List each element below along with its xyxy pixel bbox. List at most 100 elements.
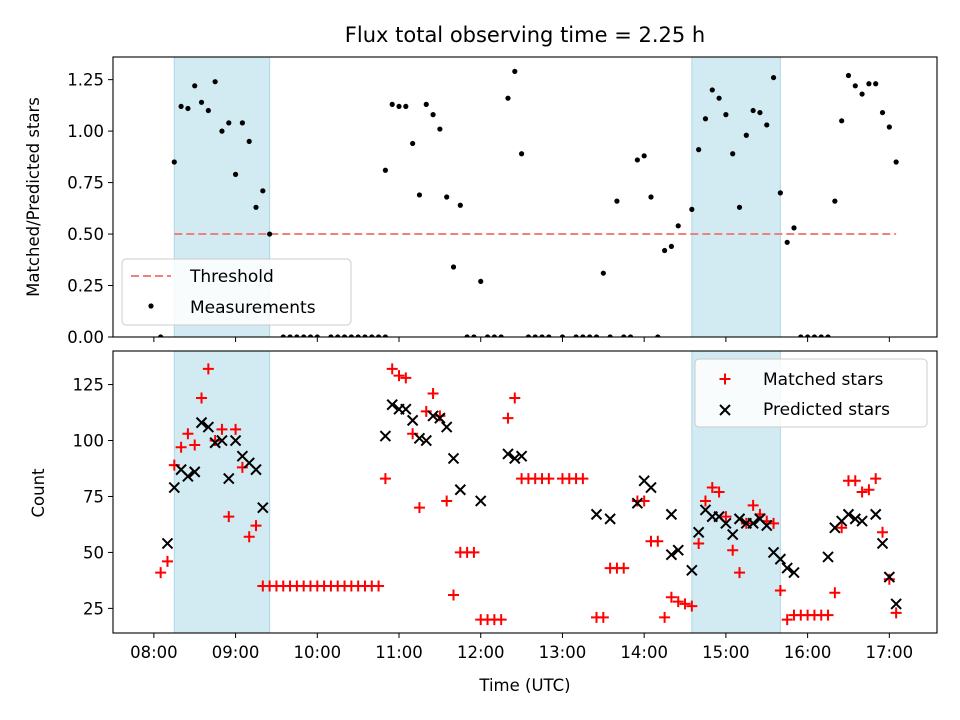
measurement-point bbox=[423, 101, 429, 107]
matched-star-point bbox=[713, 486, 725, 498]
x-tick-label: 13:00 bbox=[539, 643, 587, 662]
measurement-point bbox=[723, 112, 729, 118]
matched-star-point bbox=[727, 544, 739, 556]
predicted-star-point bbox=[447, 452, 460, 465]
observing-window-band bbox=[173, 350, 271, 634]
measurement-point bbox=[696, 147, 702, 153]
predicted-star-point bbox=[645, 481, 657, 494]
measurement-point bbox=[539, 334, 545, 337]
predicted-star-point bbox=[216, 434, 228, 447]
predicted-star-point bbox=[726, 528, 739, 541]
y-tick-label: 0.50 bbox=[67, 225, 104, 244]
measurement-point bbox=[559, 334, 566, 337]
legend-measurements-label: Measurements bbox=[190, 298, 316, 318]
measurement-point bbox=[328, 334, 334, 337]
measurement-point bbox=[307, 334, 314, 337]
matched-star-point bbox=[856, 486, 868, 498]
measurement-point bbox=[185, 105, 191, 112]
axes-frame bbox=[112, 56, 938, 338]
predicted-star-point bbox=[202, 421, 215, 433]
predicted-star-point bbox=[515, 450, 528, 462]
legend-box bbox=[121, 258, 352, 326]
predicted-star-point bbox=[720, 517, 732, 530]
measurement-point bbox=[375, 334, 382, 337]
predicted-star-point bbox=[223, 472, 235, 485]
predicted-star-point bbox=[781, 562, 793, 574]
predicted-star-point bbox=[876, 537, 889, 550]
y-tick-label: 0.00 bbox=[67, 328, 104, 347]
measurement-point bbox=[369, 334, 375, 337]
matched-star-point bbox=[209, 435, 221, 447]
matched-star-point bbox=[883, 573, 895, 585]
matched-star-point bbox=[665, 591, 677, 603]
measurement-point bbox=[770, 74, 777, 81]
predicted-star-point bbox=[161, 537, 174, 550]
matched-star-point bbox=[672, 596, 684, 608]
measurement-point bbox=[416, 192, 423, 198]
x-tick-label: 08:00 bbox=[130, 643, 178, 662]
observing-window-band bbox=[691, 56, 781, 338]
matched-star-point bbox=[230, 423, 242, 435]
measurement-point bbox=[709, 87, 715, 93]
measurement-point bbox=[464, 334, 470, 337]
x-tick-label: 09:00 bbox=[212, 643, 260, 662]
measurement-point bbox=[355, 334, 361, 337]
measurement-point bbox=[484, 334, 491, 337]
measurement-point bbox=[410, 140, 416, 147]
measurement-point bbox=[798, 334, 804, 337]
x-tick-label: 11:00 bbox=[375, 643, 423, 662]
matched-star-point bbox=[699, 495, 711, 507]
matched-star-point bbox=[502, 412, 514, 424]
measurement-point bbox=[886, 124, 892, 130]
matched-star-point bbox=[652, 535, 664, 547]
predicted-star-point bbox=[686, 564, 698, 577]
measurement-point bbox=[716, 95, 722, 101]
matched-star-point bbox=[890, 607, 902, 619]
matched-star-point bbox=[659, 611, 671, 623]
measurement-point bbox=[859, 91, 865, 97]
measurement-point bbox=[832, 198, 838, 204]
top-panel-ratio: 0.00 0.25 0.50 0.75 1.00 1.25 Threshold Measure… bbox=[67, 56, 938, 347]
measurement-point bbox=[702, 116, 709, 122]
measurement-point bbox=[314, 334, 320, 337]
measurement-point bbox=[777, 190, 783, 196]
x-tick-label: 10:00 bbox=[294, 643, 342, 662]
matched-star-point bbox=[189, 439, 201, 451]
measurement-point bbox=[267, 231, 273, 237]
matched-star-point bbox=[774, 584, 786, 596]
measurement-point bbox=[348, 334, 354, 337]
y-tick-label: 0.25 bbox=[67, 277, 104, 296]
measurement-point bbox=[736, 204, 743, 210]
predicted-star-point bbox=[822, 551, 834, 563]
measurement-point bbox=[219, 128, 225, 134]
measurement-point bbox=[730, 151, 736, 157]
matched-star-point bbox=[223, 511, 235, 523]
predicted-star-point bbox=[182, 470, 194, 483]
predicted-star-point bbox=[168, 481, 180, 494]
measurement-point bbox=[866, 81, 872, 87]
measurement-point bbox=[825, 334, 831, 337]
matched-star-point bbox=[781, 614, 793, 626]
measurement-point bbox=[621, 334, 627, 337]
measurement-point bbox=[478, 278, 484, 285]
predicted-star-point bbox=[406, 414, 419, 427]
measurement-point bbox=[396, 103, 402, 110]
legend-box bbox=[694, 358, 928, 428]
predicted-star-point bbox=[250, 463, 262, 476]
measurement-point bbox=[839, 118, 845, 124]
measurement-point bbox=[362, 334, 368, 337]
measurement-point bbox=[178, 103, 184, 110]
matched-star-point bbox=[196, 392, 208, 404]
matched-star-point bbox=[577, 473, 589, 485]
axes-frame bbox=[112, 350, 938, 634]
predicted-star-point bbox=[747, 517, 759, 530]
chart-title: Flux total observing time = 2.25 h bbox=[345, 23, 705, 47]
predicted-star-point bbox=[475, 495, 487, 507]
top-legend: Threshold Measurements bbox=[121, 258, 352, 326]
matched-star-point bbox=[849, 475, 861, 487]
matched-star-point bbox=[495, 614, 507, 626]
predicted-star-point bbox=[788, 566, 800, 579]
measurement-point bbox=[879, 109, 886, 116]
measurement-point bbox=[450, 264, 457, 270]
matched-star-point bbox=[202, 363, 214, 375]
